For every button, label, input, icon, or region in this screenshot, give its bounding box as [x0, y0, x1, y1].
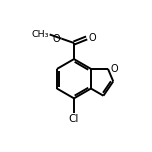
Text: O: O [88, 33, 96, 43]
Text: O: O [52, 34, 60, 44]
Text: Cl: Cl [69, 114, 79, 124]
Text: CH₃: CH₃ [31, 30, 49, 39]
Text: O: O [110, 64, 118, 74]
